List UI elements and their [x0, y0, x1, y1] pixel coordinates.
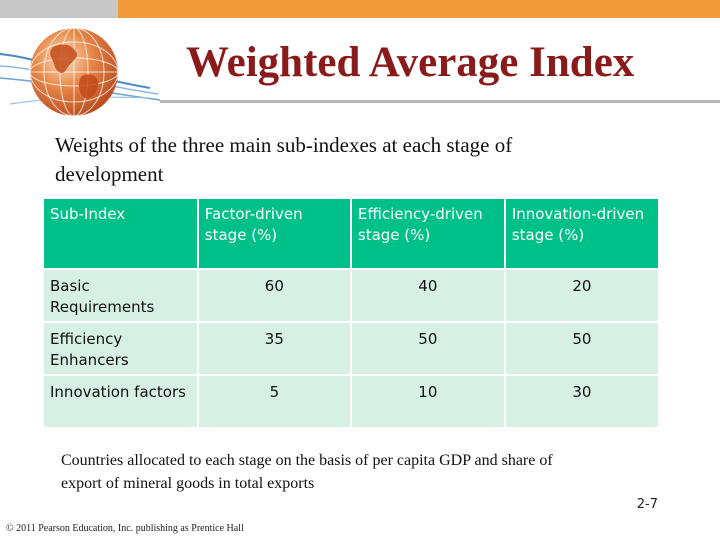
top-bar-orange — [118, 0, 720, 18]
top-bar-gray — [0, 0, 140, 18]
row-label: Basic Requirements — [44, 270, 197, 321]
table-row: Efficiency Enhancers 35 50 50 — [44, 323, 658, 374]
row-label: Innovation factors — [44, 376, 197, 427]
cell-value: 40 — [351, 270, 504, 321]
cell-value: 50 — [505, 323, 658, 374]
cell-value: 20 — [505, 270, 658, 321]
table-row: Innovation factors 5 10 30 — [44, 376, 658, 427]
cell-value: 30 — [505, 376, 658, 427]
cell-value: 5 — [198, 376, 350, 427]
slide-subtitle: Weights of the three main sub-indexes at… — [55, 133, 513, 186]
cell-value: 10 — [351, 376, 504, 427]
table-header-row: Sub-Index Factor-driven stage (%) Effici… — [44, 199, 658, 268]
cell-value: 35 — [198, 323, 350, 374]
title-divider — [160, 100, 720, 103]
globe-logo-icon — [0, 27, 160, 117]
row-label: Efficiency Enhancers — [44, 323, 197, 374]
page-number: 2-7 — [636, 497, 658, 512]
header-efficiency-driven: Efficiency-driven stage (%) — [351, 199, 504, 268]
weights-table: Sub-Index Factor-driven stage (%) Effici… — [42, 197, 660, 429]
cell-value: 50 — [351, 323, 504, 374]
cell-value: 60 — [198, 270, 350, 321]
copyright-notice: © 2011 Pearson Education, Inc. publishin… — [6, 523, 244, 534]
footnote-text: Countries allocated to each stage on the… — [61, 452, 553, 492]
header-innovation-driven: Innovation-driven stage (%) — [505, 199, 658, 268]
slide-title: Weighted Average Index — [186, 39, 635, 86]
header-sub-index: Sub-Index — [44, 199, 197, 268]
header-factor-driven: Factor-driven stage (%) — [198, 199, 350, 268]
table-row: Basic Requirements 60 40 20 — [44, 270, 658, 321]
